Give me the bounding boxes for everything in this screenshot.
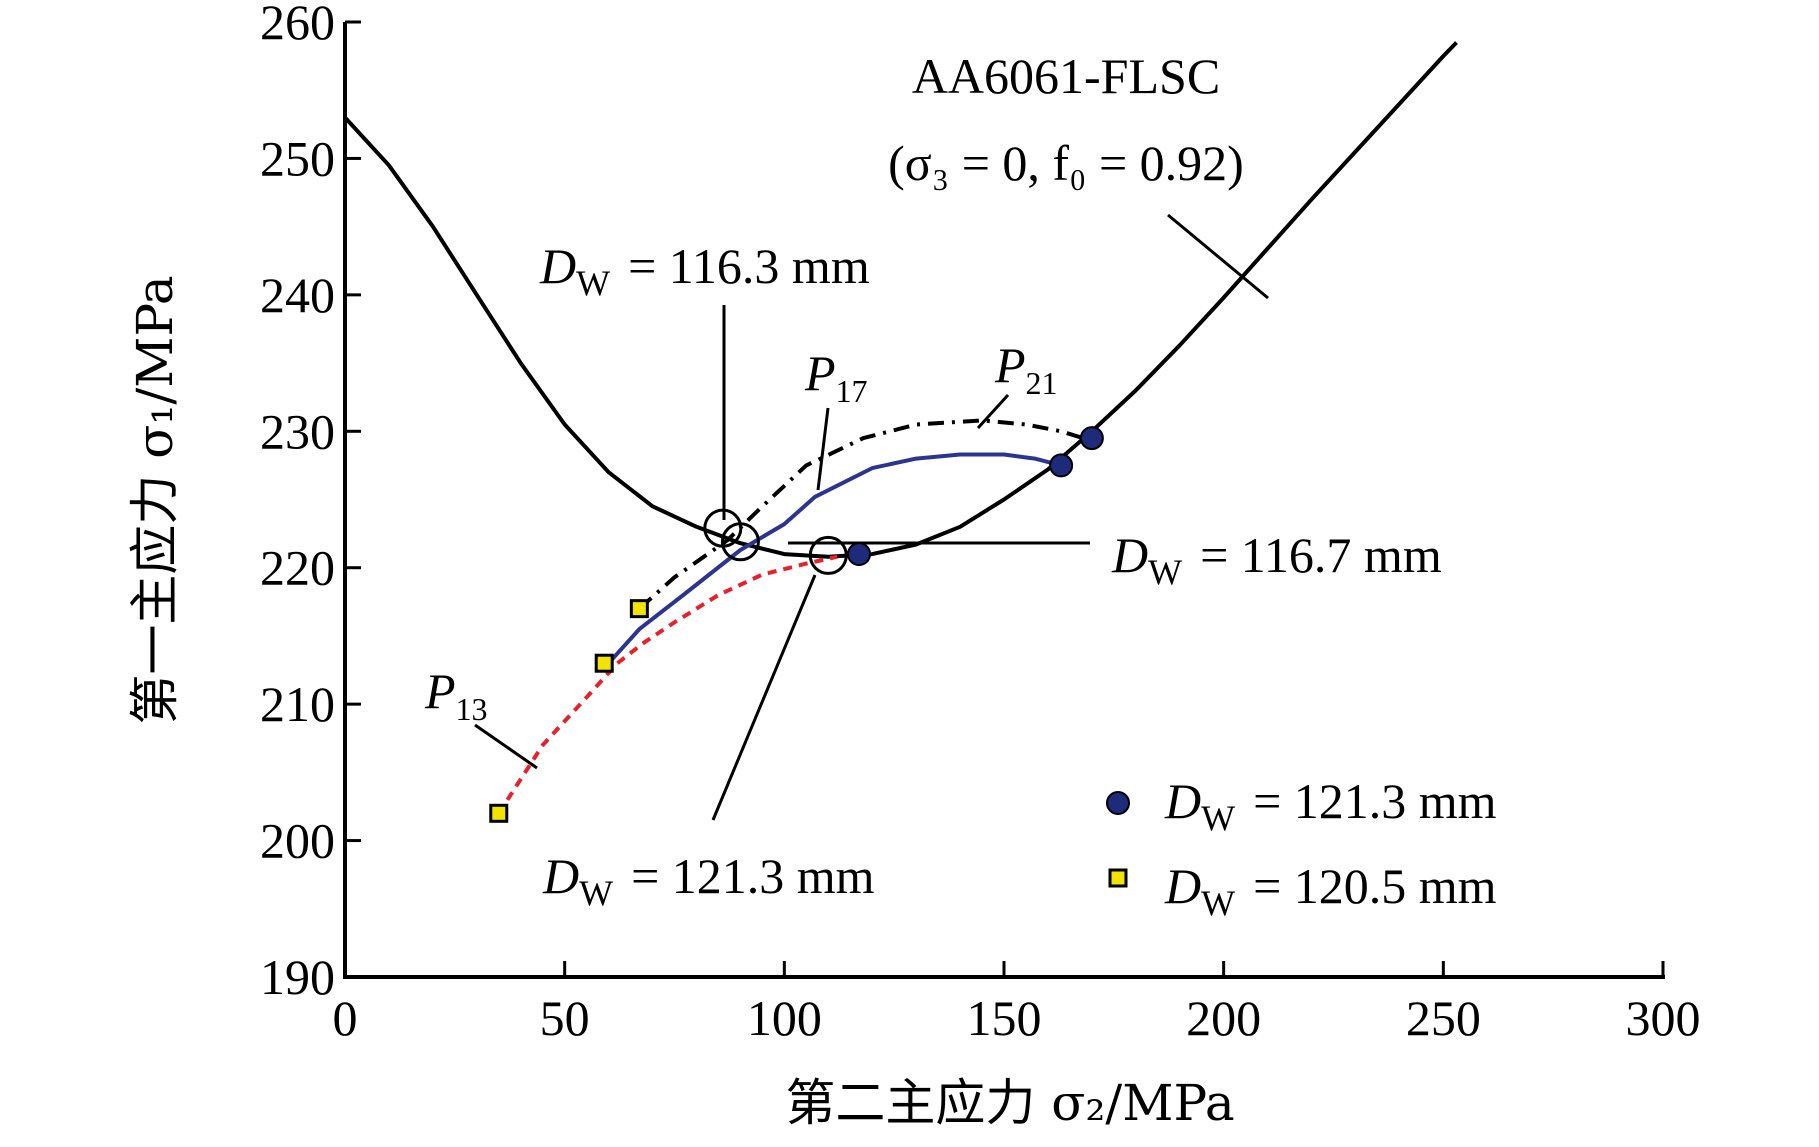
label-p17: P17	[804, 345, 868, 409]
circle-marker	[847, 542, 872, 567]
legend-square-marker	[1108, 868, 1128, 888]
square-marker	[489, 803, 509, 823]
flsc-curve	[343, 41, 1458, 559]
x-tick-label: 100	[747, 990, 822, 1046]
square-marker	[594, 653, 614, 673]
label-p13: P13	[424, 663, 488, 727]
y-tick-label: 200	[260, 813, 335, 869]
x-tick-label: 50	[540, 990, 590, 1046]
y-ticks: 190 200 210 220 230 240 250 260	[260, 0, 361, 1005]
x-tick-label: 200	[1186, 990, 1261, 1046]
circle-marker	[1049, 453, 1074, 478]
leader-p17	[816, 407, 830, 491]
legend-circle-marker	[1106, 791, 1130, 815]
leader-p13	[474, 723, 538, 770]
x-tick-label: 300	[1626, 990, 1701, 1046]
label-p21: P21	[994, 337, 1058, 401]
open-circles	[703, 508, 848, 575]
leader-lines	[474, 213, 1269, 821]
y-tick-label: 190	[260, 949, 335, 1005]
x-tick-label: 0	[333, 990, 358, 1046]
series-p17	[607, 452, 1062, 665]
y-tick-label: 260	[260, 0, 335, 50]
x-ticks: 0 50 100 150 200 250 300	[333, 961, 1701, 1046]
data-markers	[489, 426, 1104, 823]
x-tick-label: 250	[1406, 990, 1481, 1046]
annotation-dw-121-3: DW = 121.3 mm	[542, 848, 875, 913]
x-tick-label: 150	[967, 990, 1042, 1046]
y-tick-label: 250	[260, 130, 335, 186]
chart-subtitle: (σ₃ = 0, f₀ = 0.92)	[888, 135, 1244, 191]
y-tick-label: 210	[260, 676, 335, 732]
y-tick-label: 230	[260, 403, 335, 459]
series-p21	[638, 418, 1084, 611]
leader-dw-1213	[711, 574, 817, 821]
x-axis-title: 第二主应力 σ₂/MPa	[785, 1074, 1234, 1132]
y-axis-title: 第一主应力 σ₁/MPa	[126, 275, 184, 724]
open-circle-marker	[720, 522, 760, 562]
annotation-dw-116-3: DW = 116.3 mm	[539, 238, 870, 303]
legend: DW = 121.3 mm DW = 120.5 mm	[1106, 773, 1497, 923]
y-tick-label: 220	[260, 540, 335, 596]
chart-title: AA6061-FLSC	[912, 48, 1220, 104]
series-p13	[497, 554, 838, 815]
y-tick-label: 240	[260, 267, 335, 323]
legend-label-dw-121-3: DW = 121.3 mm	[1164, 773, 1497, 838]
open-circle-marker	[808, 535, 848, 575]
annotation-dw-116-7: DW = 116.7 mm	[1111, 527, 1442, 592]
leader-flsc	[1167, 213, 1269, 300]
circle-marker	[1079, 426, 1104, 451]
plot-curves	[343, 41, 1458, 815]
square-marker	[629, 599, 649, 619]
legend-label-dw-120-5: DW = 120.5 mm	[1164, 858, 1497, 923]
leader-p21	[976, 393, 1010, 430]
